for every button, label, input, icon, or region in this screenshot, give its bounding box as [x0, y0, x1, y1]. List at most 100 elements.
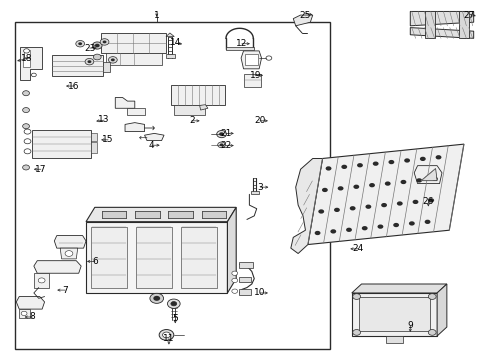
Text: 2: 2: [189, 116, 194, 125]
Circle shape: [372, 162, 378, 166]
Text: 10: 10: [254, 288, 265, 297]
Circle shape: [24, 139, 31, 144]
Circle shape: [353, 185, 359, 189]
Bar: [91, 134, 97, 140]
Circle shape: [167, 299, 180, 309]
Circle shape: [346, 228, 351, 232]
Circle shape: [365, 204, 370, 209]
Bar: [102, 211, 126, 218]
Polygon shape: [307, 144, 463, 244]
Circle shape: [333, 208, 339, 212]
Polygon shape: [385, 336, 402, 343]
Bar: [168, 211, 192, 218]
Circle shape: [325, 166, 331, 171]
Text: 1: 1: [154, 10, 159, 19]
Circle shape: [153, 296, 160, 301]
Circle shape: [415, 178, 421, 183]
Circle shape: [102, 41, 106, 43]
Circle shape: [87, 60, 91, 63]
Circle shape: [419, 157, 425, 161]
Polygon shape: [86, 222, 227, 293]
Circle shape: [341, 165, 346, 169]
Circle shape: [231, 271, 237, 275]
Circle shape: [95, 44, 100, 47]
Circle shape: [92, 42, 102, 49]
Polygon shape: [115, 98, 135, 108]
Text: 16: 16: [68, 82, 80, 91]
Bar: [32, 130, 91, 158]
Circle shape: [387, 160, 393, 164]
Text: 18: 18: [21, 54, 32, 63]
Circle shape: [314, 231, 320, 235]
Circle shape: [377, 225, 383, 229]
Bar: [22, 58, 30, 67]
Text: 20: 20: [254, 116, 265, 125]
Bar: [168, 211, 192, 218]
Polygon shape: [409, 12, 473, 26]
Circle shape: [318, 209, 324, 213]
Circle shape: [321, 188, 327, 192]
Bar: [91, 227, 127, 288]
Bar: [101, 33, 166, 53]
Circle shape: [361, 226, 367, 230]
Polygon shape: [424, 12, 434, 39]
Circle shape: [427, 294, 435, 300]
Bar: [91, 142, 97, 153]
Circle shape: [431, 177, 437, 181]
Bar: [136, 227, 172, 288]
Bar: [243, 74, 260, 87]
Polygon shape: [351, 293, 436, 336]
Circle shape: [352, 329, 360, 335]
Bar: [238, 262, 253, 268]
Polygon shape: [409, 28, 473, 39]
Circle shape: [408, 221, 414, 226]
Bar: [238, 289, 250, 295]
Text: 3: 3: [257, 183, 263, 192]
Polygon shape: [54, 235, 86, 248]
Circle shape: [22, 108, 29, 113]
Circle shape: [216, 131, 226, 138]
Polygon shape: [413, 166, 441, 184]
Circle shape: [111, 58, 115, 61]
Polygon shape: [165, 33, 174, 37]
Circle shape: [400, 180, 406, 184]
Circle shape: [392, 223, 398, 227]
Circle shape: [349, 206, 355, 211]
Bar: [168, 211, 192, 218]
Circle shape: [159, 329, 173, 340]
Text: 17: 17: [35, 165, 46, 174]
Bar: [173, 105, 205, 116]
Circle shape: [352, 294, 360, 300]
Text: 15: 15: [102, 135, 114, 144]
Circle shape: [231, 278, 237, 283]
Circle shape: [24, 129, 31, 134]
Circle shape: [31, 73, 36, 77]
Circle shape: [170, 302, 176, 306]
Bar: [171, 85, 224, 105]
Text: 24: 24: [352, 244, 363, 253]
Bar: [251, 191, 259, 194]
Text: 8: 8: [29, 312, 35, 321]
Bar: [238, 277, 250, 282]
Circle shape: [412, 200, 418, 204]
Polygon shape: [458, 12, 468, 39]
Polygon shape: [19, 309, 30, 318]
Circle shape: [22, 165, 29, 170]
Circle shape: [380, 203, 386, 207]
Bar: [102, 211, 126, 218]
Text: 7: 7: [62, 285, 68, 294]
Circle shape: [217, 142, 225, 148]
Text: 23: 23: [84, 44, 96, 53]
Text: 11: 11: [163, 334, 174, 343]
Text: 13: 13: [98, 115, 110, 124]
Circle shape: [65, 251, 73, 256]
Text: 22: 22: [220, 141, 231, 150]
Polygon shape: [420, 168, 436, 181]
Polygon shape: [293, 15, 312, 26]
Text: 4: 4: [149, 141, 154, 150]
Polygon shape: [20, 47, 42, 80]
Bar: [135, 211, 159, 218]
Bar: [245, 54, 257, 65]
Polygon shape: [34, 273, 49, 288]
Bar: [105, 53, 161, 65]
